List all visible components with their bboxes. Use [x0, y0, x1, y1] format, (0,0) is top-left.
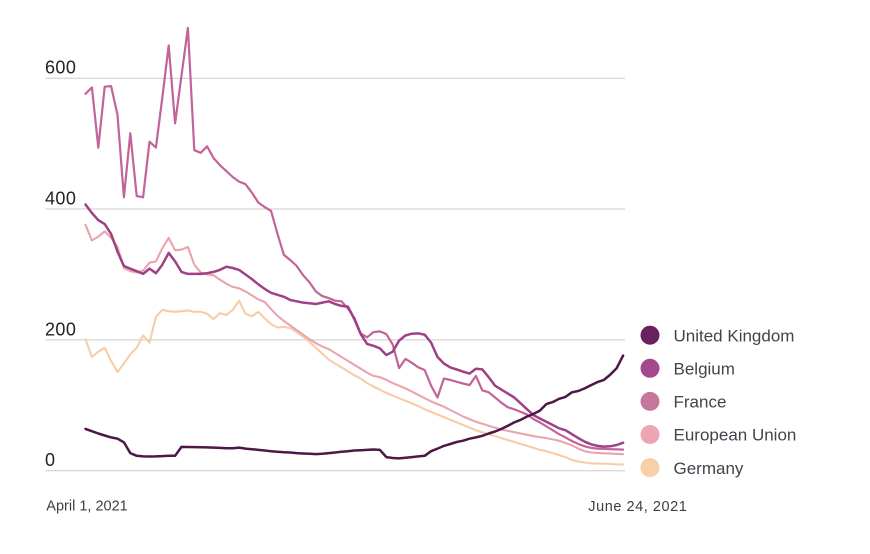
svg-text:United Kingdom: United Kingdom — [674, 326, 795, 345]
svg-text:600: 600 — [45, 58, 76, 78]
svg-text:400: 400 — [45, 188, 76, 208]
svg-text:France: France — [674, 393, 727, 412]
svg-text:European Union: European Union — [674, 426, 797, 445]
svg-text:June 24, 2021: June 24, 2021 — [588, 499, 687, 515]
svg-text:0: 0 — [45, 450, 55, 470]
svg-text:200: 200 — [45, 319, 76, 339]
svg-text:Germany: Germany — [674, 459, 744, 478]
svg-text:Belgium: Belgium — [674, 360, 735, 379]
svg-text:April 1, 2021: April 1, 2021 — [46, 499, 127, 515]
